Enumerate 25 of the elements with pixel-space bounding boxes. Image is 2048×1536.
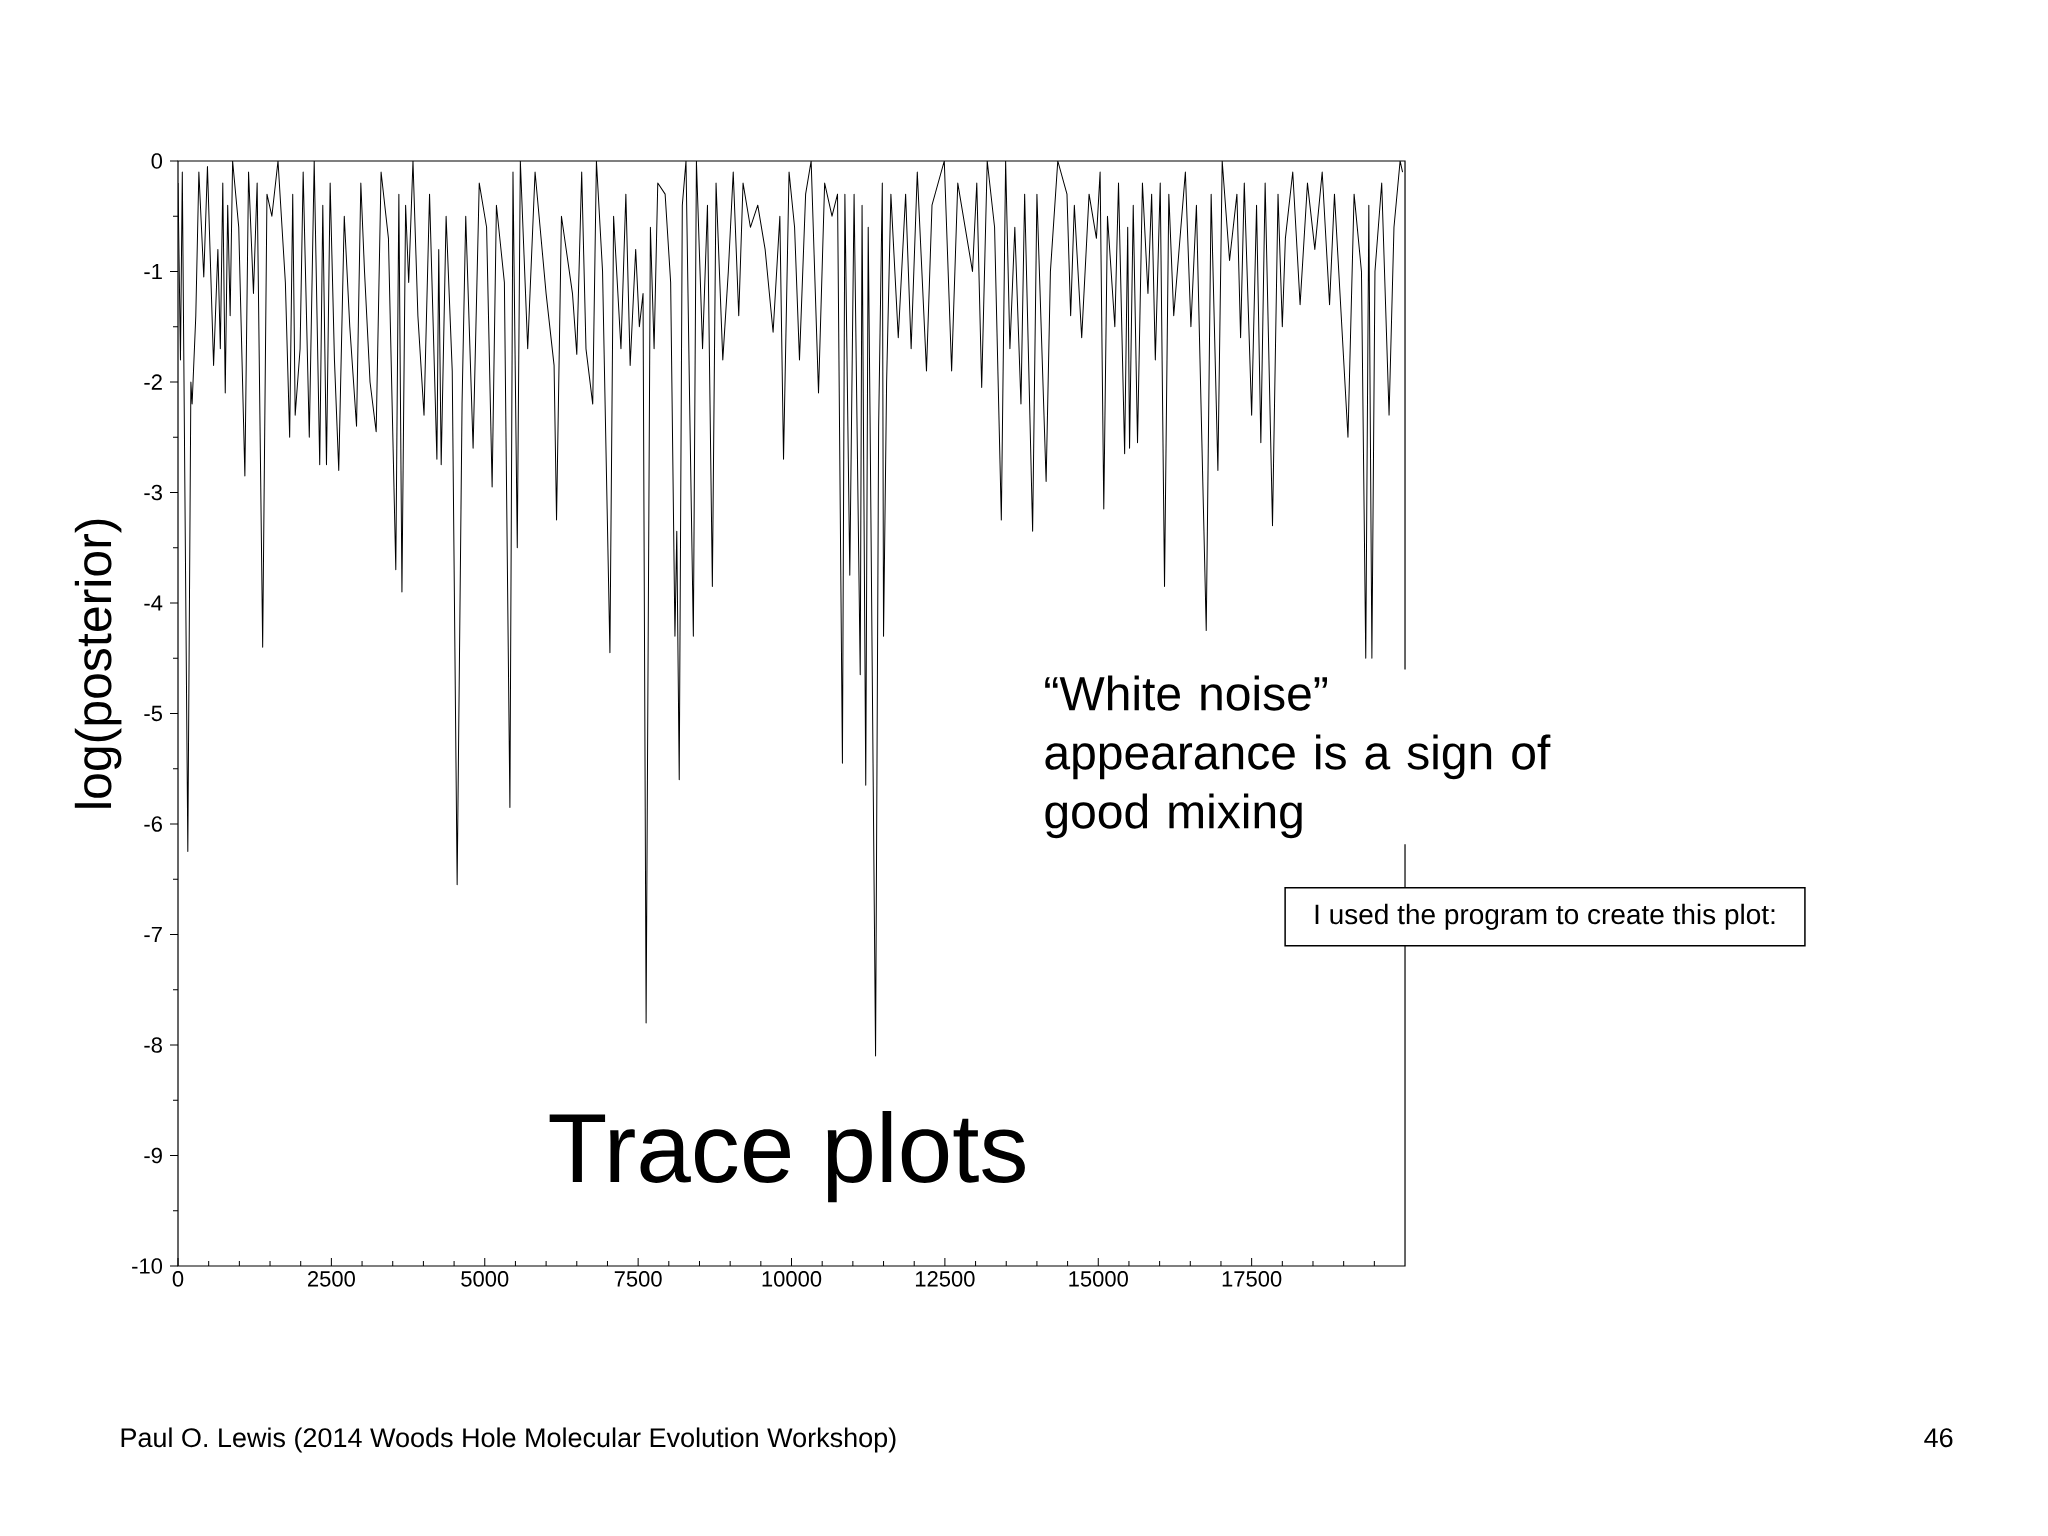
x-tick-label: 2500 <box>308 1271 355 1287</box>
text: Trace plots <box>549 1110 1025 1203</box>
x-tick-label: 12500 <box>915 1271 975 1287</box>
x-tick-label: 5000 <box>461 1271 509 1287</box>
y-tick-label: -2 <box>144 374 162 390</box>
y-tick-label: -6 <box>144 816 162 832</box>
x-tick-label: 0 <box>172 1271 184 1287</box>
x-tick-label: 15000 <box>1069 1271 1128 1287</box>
y-tick-label: -7 <box>144 926 162 943</box>
text: Paul O. Lewis (2014 Woods Hole Molecular Evolution Workshop) <box>121 1427 896 1453</box>
x-tick-label: 10000 <box>762 1271 822 1287</box>
y-tick-label: 0 <box>151 153 163 169</box>
y-axis-title: log(posterior) <box>74 519 122 808</box>
y-tick-label: -1 <box>144 263 162 280</box>
annotation: I used the program to create this plot: <box>1315 903 1775 930</box>
y-tick-label: -3 <box>144 484 162 501</box>
text: 46 <box>1924 1428 1953 1448</box>
y-tick-label: -4 <box>144 595 163 611</box>
x-tick-label: 7500 <box>614 1271 662 1287</box>
y-tick-label: -10 <box>132 1258 163 1274</box>
y-tick-label: -8 <box>144 1037 162 1053</box>
y-tick-label: -9 <box>144 1147 162 1164</box>
annotation: “White noise” appearance is a sign of good mixing <box>1045 675 1551 839</box>
x-tick-label: 17500 <box>1222 1271 1282 1287</box>
y-tick-label: -5 <box>144 705 162 722</box>
